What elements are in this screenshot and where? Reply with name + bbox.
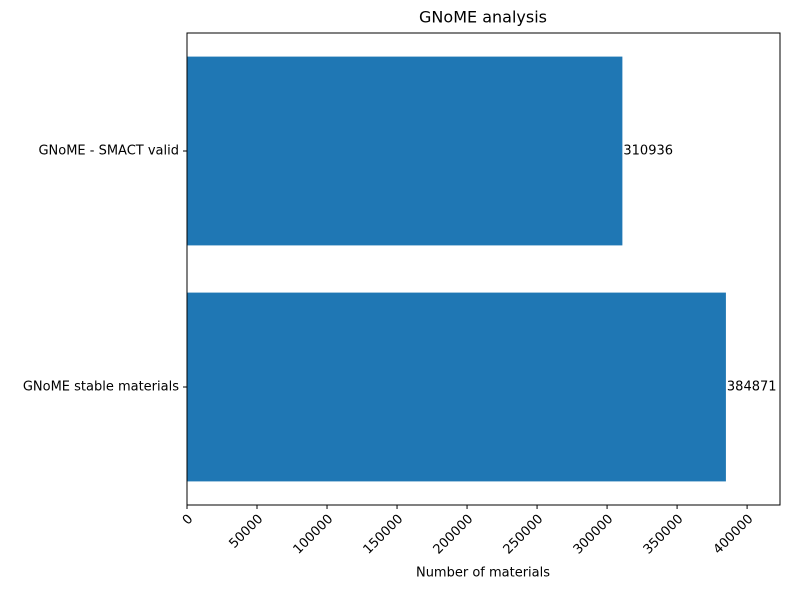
data-label: 384871: [727, 380, 777, 395]
chart-title: GNoME analysis: [419, 8, 547, 27]
bar: [187, 292, 726, 482]
plot-frame: [186, 32, 781, 506]
bar: [187, 56, 623, 246]
y-tick-label: GNoME - SMACT valid: [38, 144, 179, 159]
y-tick-label: GNoME stable materials: [23, 380, 179, 395]
x-axis-label: Number of materials: [416, 566, 550, 581]
data-label: 310936: [623, 144, 673, 159]
